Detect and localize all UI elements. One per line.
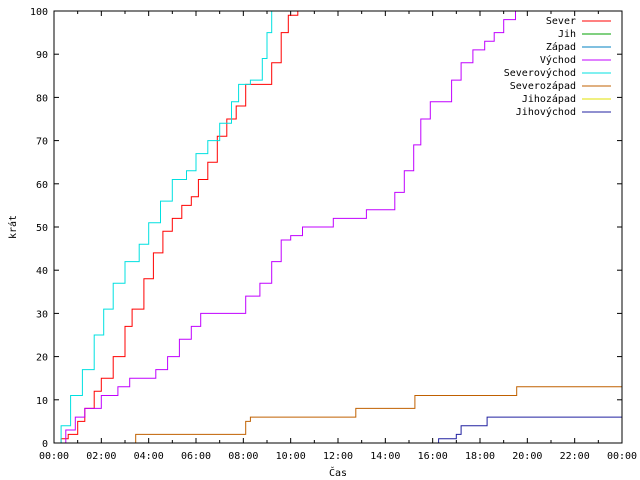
x-tick-label: 20:00 [512, 451, 542, 462]
x-tick-label: 12:00 [323, 451, 353, 462]
x-tick-label: 18:00 [465, 451, 495, 462]
legend-label: Jihovýchod [516, 106, 576, 118]
x-tick-label: 16:00 [418, 451, 448, 462]
legend-label: Východ [540, 54, 576, 66]
legend-label: Jih [558, 29, 576, 40]
plot-frame [53, 10, 623, 444]
y-axis-label: krát [7, 215, 19, 239]
x-tick-label: 08:00 [228, 451, 258, 462]
y-tick-label: 40 [36, 266, 48, 277]
x-tick-label: 10:00 [276, 451, 306, 462]
y-tick-label: 20 [36, 353, 48, 364]
x-tick-label: 14:00 [370, 451, 400, 462]
y-tick-label: 90 [36, 50, 48, 61]
y-tick-label: 50 [36, 223, 48, 234]
legend-label: Sever [546, 16, 576, 27]
y-tick-label: 30 [36, 309, 48, 320]
legend-label: Jihozápad [522, 93, 576, 105]
x-tick-label: 06:00 [181, 451, 211, 462]
y-tick-label: 100 [30, 7, 48, 18]
x-tick-label: 00:00 [607, 451, 637, 462]
legend-label: Severozápad [510, 80, 576, 92]
series-line-5 [54, 386, 622, 444]
y-tick-label: 60 [36, 180, 48, 191]
series-line-4 [54, 11, 273, 444]
x-tick-label: 00:00 [39, 451, 69, 462]
legend: Sever JihZápadVýchodSeverovýchodSeverozáp… [504, 16, 611, 118]
x-axis-label: Čas [329, 466, 347, 479]
legend-label: Severovýchod [504, 67, 576, 79]
y-tick-label: 70 [36, 137, 48, 148]
x-tick-label: 02:00 [86, 451, 116, 462]
x-tick-label: 22:00 [560, 451, 590, 462]
x-tick-label: 04:00 [134, 451, 164, 462]
y-tick-label: 80 [36, 93, 48, 104]
legend-label: Západ [546, 41, 576, 53]
series-line-3 [54, 11, 516, 444]
series-lines [54, 11, 622, 444]
y-tick-label: 0 [42, 439, 48, 450]
y-tick-label: 10 [36, 396, 48, 407]
axis-ticks: 00:00 02:00 04:00 06:00 08:00 10:00 12:00 14:00… [30, 7, 637, 462]
